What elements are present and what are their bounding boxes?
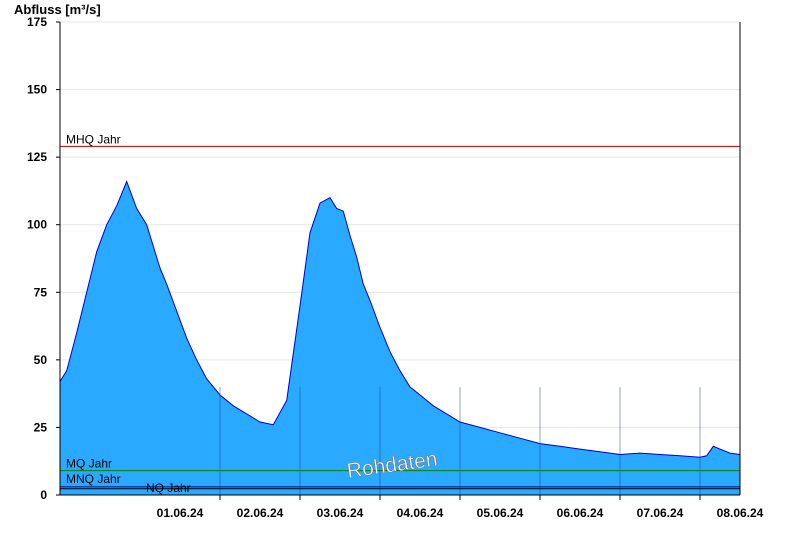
y-axis-title: Abfluss [m³/s] <box>14 2 101 17</box>
y-tick-label: 175 <box>27 15 47 29</box>
reference-line-label: MNQ Jahr <box>66 472 121 486</box>
x-tick-label: 06.06.24 <box>557 506 604 520</box>
y-tick-label: 50 <box>34 353 48 367</box>
y-tick-label: 25 <box>34 420 48 434</box>
x-tick-label: 03.06.24 <box>317 506 364 520</box>
x-tick-label: 02.06.24 <box>237 506 284 520</box>
y-tick-labels: 0 25 50 75 100 125 150 175 <box>27 15 47 502</box>
x-tick-label: 07.06.24 <box>637 506 684 520</box>
reference-line-label: MHQ Jahr <box>66 132 121 146</box>
reference-line-label: MQ Jahr <box>66 457 112 471</box>
y-tick-label: 100 <box>27 218 47 232</box>
reference-line-label: NQ Jahr <box>146 481 191 495</box>
y-tick-label: 0 <box>40 488 47 502</box>
x-tick-label: 04.06.24 <box>397 506 444 520</box>
axes <box>56 21 741 500</box>
x-tick-label: 05.06.24 <box>477 506 524 520</box>
y-tick-label: 75 <box>34 285 48 299</box>
discharge-area <box>60 181 740 495</box>
y-tick-label: 125 <box>27 150 47 164</box>
x-tick-label: 08.06.24 <box>717 506 764 520</box>
x-tick-label: 01.06.24 <box>157 506 204 520</box>
y-tick-label: 150 <box>27 83 47 97</box>
discharge-line <box>59 180 741 458</box>
day-tick-lines <box>219 386 701 495</box>
x-tick-labels: 01.06.24 02.06.24 03.06.24 04.06.24 05.06.24… <box>157 506 764 520</box>
